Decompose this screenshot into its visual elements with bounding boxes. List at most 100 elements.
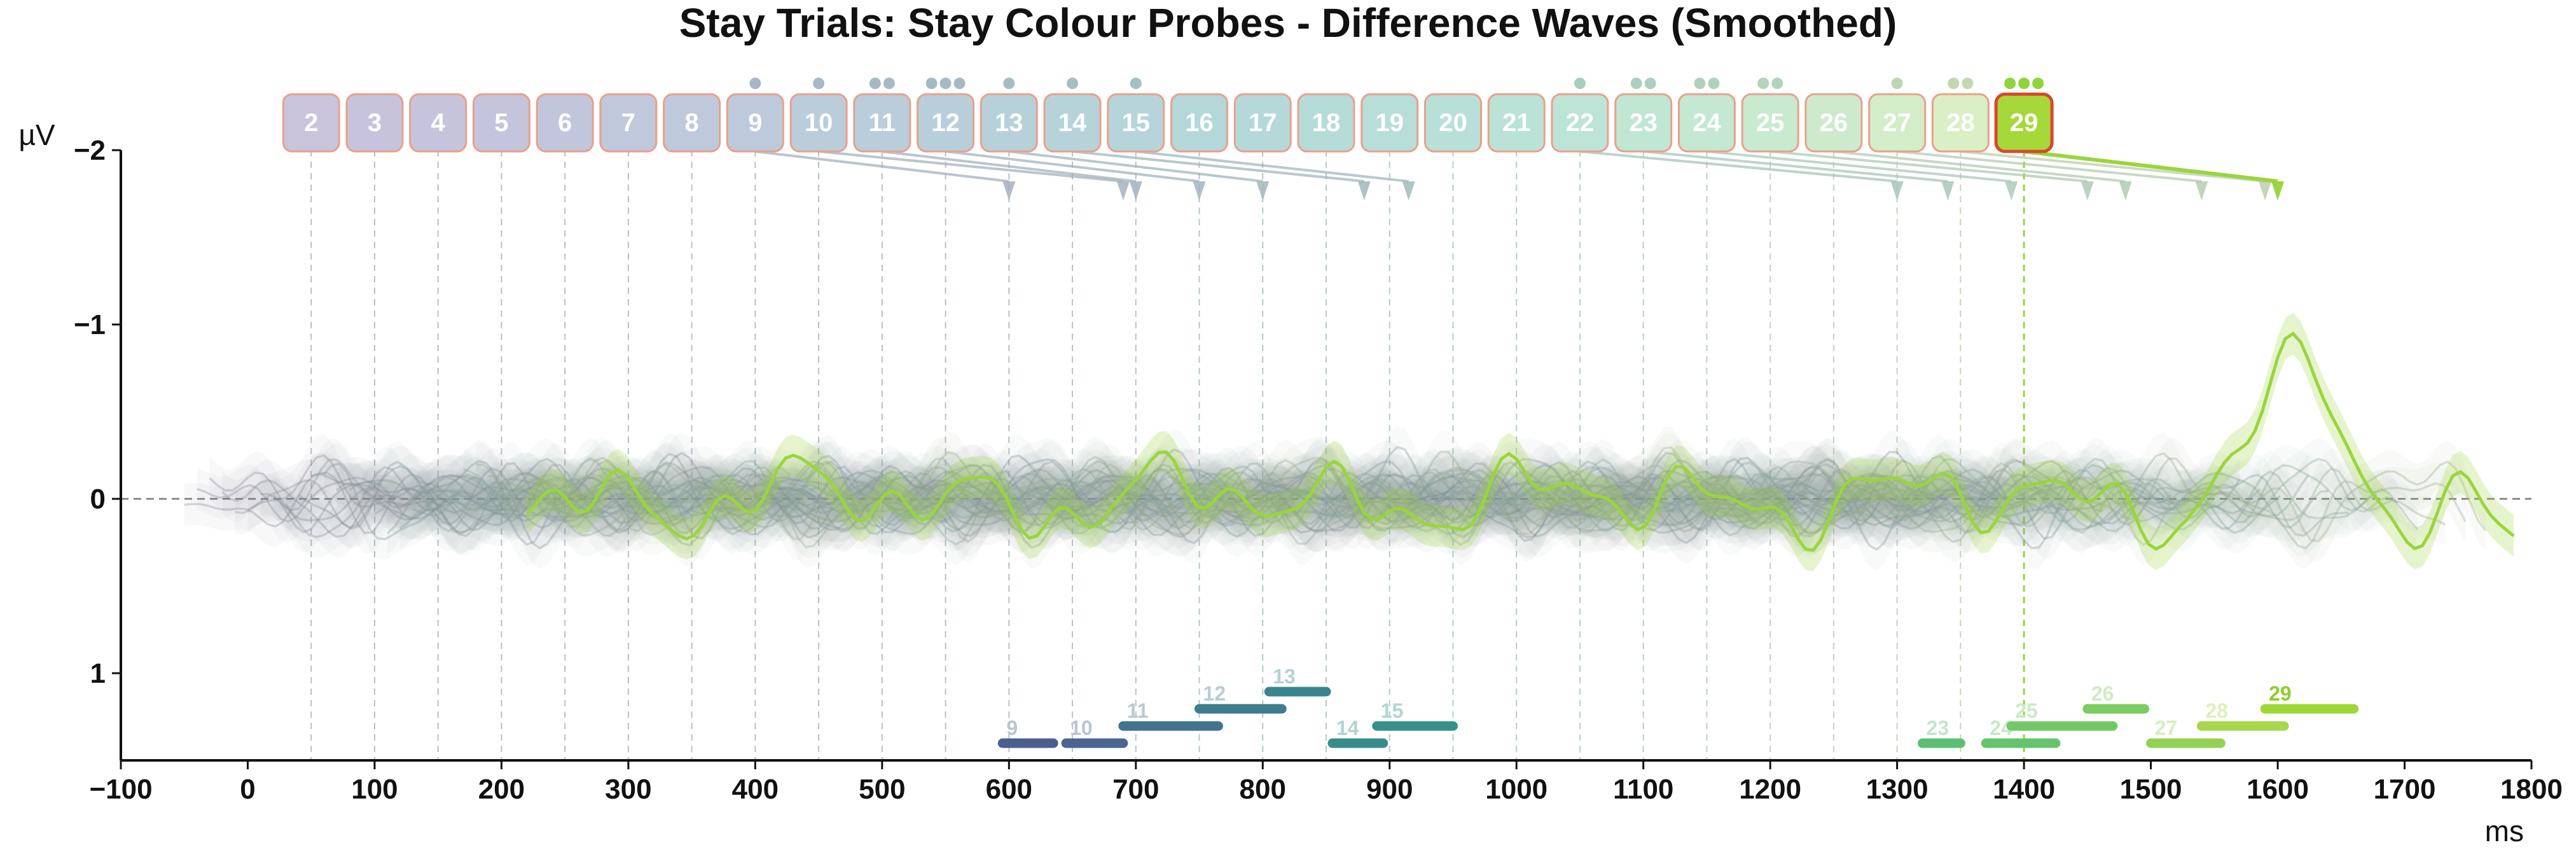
probe-dot-24-1 — [1694, 78, 1706, 89]
probe-label-26: 26 — [1820, 109, 1848, 137]
x-tick-label-1700: 1700 — [2374, 774, 2436, 805]
axes-layer: µV ms −100 0 100 200 300 400 500 600 700 800 900 10… — [18, 118, 2563, 848]
peak-marker-25 — [2081, 181, 2094, 200]
probe-dot-28-1 — [1948, 78, 1960, 89]
sig-label-11: 11 — [1127, 699, 1149, 722]
probe-dot-24-2 — [1708, 78, 1720, 89]
wave-line-12 — [310, 452, 2124, 550]
wave-line-17 — [373, 468, 2241, 533]
probe-label-5: 5 — [494, 109, 508, 137]
probe-dot-11-1 — [869, 78, 881, 89]
grid-layer — [121, 150, 2531, 760]
probe-box-22 — [1551, 93, 1609, 153]
probe-box-25 — [1741, 93, 1799, 153]
x-tick-label-1600: 1600 — [2247, 774, 2309, 805]
x-tick-label--100: −100 — [89, 774, 152, 805]
probe-box-23 — [1614, 93, 1673, 153]
wave-line-3 — [197, 462, 1918, 534]
y-tick-label--1: −1 — [74, 309, 106, 340]
probe-label-8: 8 — [685, 109, 699, 137]
probe-box-24 — [1677, 93, 1736, 153]
connector-11 — [882, 150, 1137, 183]
probe-box-29 — [1994, 92, 2054, 153]
probe-label-27: 27 — [1883, 109, 1911, 137]
probe-dot-15-1 — [1130, 78, 1142, 89]
probe-box-19 — [1361, 93, 1419, 153]
probe-label-16: 16 — [1185, 109, 1214, 137]
wave-band-4 — [209, 437, 1938, 552]
wave-line-18 — [386, 461, 2261, 534]
wave-line-29 — [525, 332, 2515, 552]
probe-box-7 — [599, 93, 658, 153]
wave-band-10 — [286, 439, 2075, 569]
probe-dot-22-1 — [1574, 78, 1586, 89]
wave-line-7 — [247, 454, 2007, 545]
sig-label-15: 15 — [1381, 699, 1404, 722]
sig-label-25: 25 — [2015, 699, 2038, 722]
wave-band-22 — [438, 438, 2349, 563]
probe-dot-10-1 — [813, 78, 825, 89]
sig-label-29: 29 — [2269, 682, 2292, 705]
x-tick-label-300: 300 — [605, 774, 651, 805]
probe-label-12: 12 — [931, 109, 960, 137]
wave-line-11 — [298, 448, 2103, 546]
probe-label-19: 19 — [1375, 109, 1404, 137]
sig-label-28: 28 — [2205, 699, 2228, 722]
probe-box-8 — [663, 93, 721, 153]
probe-label-14: 14 — [1058, 109, 1087, 137]
wave-band-11 — [298, 428, 2103, 566]
sig-label-14: 14 — [1336, 716, 1359, 739]
peak-marker-10 — [1116, 181, 1130, 200]
y-tick-label-1: 1 — [90, 658, 106, 689]
peak-marker-28 — [2259, 181, 2272, 200]
wave-line-5 — [221, 463, 1967, 539]
x-tick-label-1400: 1400 — [1993, 774, 2055, 805]
x-tick-label-1100: 1100 — [1613, 774, 1673, 805]
connector-25 — [1769, 150, 2088, 183]
probe-box-27 — [1868, 93, 1927, 153]
wave-band-12 — [311, 433, 2123, 569]
x-tick-label-900: 900 — [1366, 774, 1413, 805]
probe-box-5 — [472, 93, 530, 153]
wave-band-26 — [488, 431, 2446, 563]
wave-line-21 — [424, 456, 2329, 533]
x-tick-label-100: 100 — [351, 774, 398, 805]
wave-band-28 — [514, 426, 2486, 566]
sig-label-13: 13 — [1273, 665, 1296, 688]
probe-box-9 — [726, 93, 784, 153]
x-tick-label-200: 200 — [478, 774, 525, 805]
probe-label-21: 21 — [1502, 109, 1531, 137]
probe-dot-29-3 — [2032, 78, 2044, 89]
wave-band-7 — [247, 434, 2007, 564]
wave-band-9 — [273, 432, 2055, 564]
waves-layer — [184, 312, 2515, 571]
peak-marker-29 — [2271, 181, 2285, 200]
connector-13 — [1009, 150, 1263, 183]
peak-marker-13 — [1256, 181, 1270, 200]
x-tick-label-1300: 1300 — [1866, 774, 1929, 805]
connector-22 — [1579, 150, 1897, 183]
wave-line-9 — [272, 452, 2056, 545]
probe-label-25: 25 — [1756, 109, 1785, 137]
probe-box-28 — [1931, 93, 1990, 153]
wave-line-14 — [336, 470, 2172, 527]
wave-band-13 — [324, 426, 2143, 571]
probe-label-15: 15 — [1122, 109, 1151, 137]
probe-label-28: 28 — [1946, 109, 1975, 137]
probe-label-13: 13 — [995, 109, 1023, 137]
wave-line-8 — [260, 457, 2035, 542]
probe-box-20 — [1423, 93, 1482, 153]
connector-9 — [755, 150, 1009, 183]
probe-label-10: 10 — [805, 109, 833, 137]
probe-label-29: 29 — [2010, 109, 2039, 137]
wave-band-8 — [260, 438, 2035, 562]
probe-label-17: 17 — [1249, 109, 1277, 137]
wave-band-2 — [184, 445, 1897, 554]
probe-dot-29-2 — [2018, 78, 2030, 89]
sig-label-10: 10 — [1070, 716, 1093, 739]
probe-label-11: 11 — [869, 109, 896, 137]
y-tick-label-0: 0 — [90, 484, 106, 515]
probe-box-16 — [1170, 93, 1229, 153]
